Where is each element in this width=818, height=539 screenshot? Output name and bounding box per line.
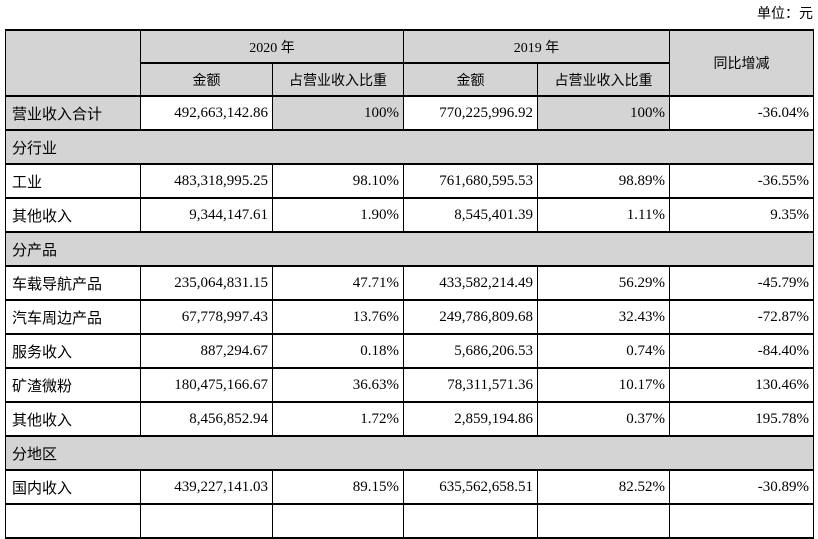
section-label-cell: 分地区 (5, 435, 814, 471)
amount-2020-cell: 67,778,997.43 (140, 299, 273, 335)
unit-label: 单位：元 (757, 7, 813, 22)
yoy-cell: -84.40% (669, 333, 814, 369)
row-label-cell: 矿渣微粉 (5, 367, 141, 403)
proportion-2019-cell: 100% (537, 95, 670, 131)
table-row: 国内收入 439,227,141.03 89.15% 635,562,658.51 82… (5, 469, 814, 505)
corner-blank-cell (5, 29, 141, 97)
table-header: 2020 年 2019 年 同比增减 金额 占营业收入比重 金额 占营业收入比重 (5, 29, 814, 97)
header-row-measures: 金额 占营业收入比重 金额 占营业收入比重 (6, 62, 814, 97)
proportion-2020-cell: 36.63% (272, 367, 404, 403)
yoy-cell: -36.55% (669, 163, 814, 199)
row-label-cell: 服务收入 (5, 333, 141, 369)
amount-2020-cell: 9,344,147.61 (140, 197, 273, 233)
proportion-2019-cell: 0.74% (537, 333, 670, 369)
yoy-cell (669, 503, 814, 539)
section-label-cell: 分行业 (5, 129, 814, 165)
amount-2019-cell: 635,562,658.51 (403, 469, 538, 505)
proportion-2020-cell: 1.90% (272, 197, 404, 233)
amount-2020-cell: 887,294.67 (140, 333, 273, 369)
row-label-cell: 工业 (5, 163, 141, 199)
section-row: 分地区 (5, 435, 814, 471)
proportion-2020-cell: 47.71% (272, 265, 404, 301)
table-row: 工业 483,318,995.25 98.10% 761,680,595.53 98.8… (5, 163, 814, 199)
clipped-next-row (5, 503, 814, 539)
amount-2020-cell: 180,475,166.67 (140, 367, 273, 403)
yoy-cell: -72.87% (669, 299, 814, 335)
proportion-2019-cell (537, 503, 670, 539)
amount-2020-cell: 8,456,852.94 (140, 401, 273, 437)
amount-2020-cell (140, 503, 273, 539)
row-label-cell: 车载导航产品 (5, 265, 141, 301)
amount-2019-cell: 5,686,206.53 (403, 333, 538, 369)
amount-2019-cell: 2,859,194.86 (403, 401, 538, 437)
proportion-2019-cell: 32.43% (537, 299, 670, 335)
proportion-2019-cell: 0.37% (537, 401, 670, 437)
proportion-2020-cell: 1.72% (272, 401, 404, 437)
table-row: 其他收入 8,456,852.94 1.72% 2,859,194.86 0.37% 19… (5, 401, 814, 437)
year-2019-header: 2019 年 (403, 29, 670, 64)
row-label-cell: 营业收入合计 (5, 95, 141, 131)
section-row: 分行业 (5, 129, 814, 165)
amount-2020-cell: 439,227,141.03 (140, 469, 273, 505)
proportion-2019-cell: 1.11% (537, 197, 670, 233)
table-row: 营业收入合计 492,663,142.86 100% 770,225,996.92 10… (5, 95, 814, 131)
amount-2019-cell: 761,680,595.53 (403, 163, 538, 199)
amount-2019-cell: 433,582,214.49 (403, 265, 538, 301)
proportion-2020-cell: 89.15% (272, 469, 404, 505)
yoy-cell: -30.89% (669, 469, 814, 505)
yoy-change-header: 同比增减 (669, 29, 814, 97)
row-label-cell: 汽车周边产品 (5, 299, 141, 335)
section-row: 分产品 (5, 231, 814, 267)
yoy-cell: 130.46% (669, 367, 814, 403)
row-label-cell: 国内收入 (5, 469, 141, 505)
amount-2020-header: 金额 (140, 62, 273, 97)
amount-2019-cell (403, 503, 538, 539)
proportion-2020-cell (272, 503, 404, 539)
table-row: 其他收入 9,344,147.61 1.90% 8,545,401.39 1.11% 9.… (5, 197, 814, 233)
amount-2019-header: 金额 (403, 62, 538, 97)
proportion-2020-cell: 100% (272, 95, 404, 131)
table-body: 营业收入合计 492,663,142.86 100% 770,225,996.92 10… (5, 95, 814, 539)
yoy-cell: 9.35% (669, 197, 814, 233)
yoy-cell: 195.78% (669, 401, 814, 437)
amount-2020-cell: 492,663,142.86 (140, 95, 273, 131)
proportion-2019-cell: 10.17% (537, 367, 670, 403)
proportion-2019-cell: 56.29% (537, 265, 670, 301)
amount-2020-cell: 235,064,831.15 (140, 265, 273, 301)
amount-2020-cell: 483,318,995.25 (140, 163, 273, 199)
row-label-cell: 其他收入 (5, 401, 141, 437)
yoy-cell: -36.04% (669, 95, 814, 131)
table-row: 服务收入 887,294.67 0.18% 5,686,206.53 0.74% -84.… (5, 333, 814, 369)
proportion-2020-header: 占营业收入比重 (272, 62, 404, 97)
amount-2019-cell: 770,225,996.92 (403, 95, 538, 131)
row-label-cell (5, 503, 141, 539)
proportion-2020-cell: 98.10% (272, 163, 404, 199)
table-row: 矿渣微粉 180,475,166.67 36.63% 78,311,571.36 10.… (5, 367, 814, 403)
year-2020-header: 2020 年 (140, 29, 404, 64)
proportion-2020-cell: 0.18% (272, 333, 404, 369)
amount-2019-cell: 8,545,401.39 (403, 197, 538, 233)
proportion-2019-cell: 82.52% (537, 469, 670, 505)
row-label-cell: 其他收入 (5, 197, 141, 233)
amount-2019-cell: 78,311,571.36 (403, 367, 538, 403)
proportion-2020-cell: 13.76% (272, 299, 404, 335)
table-row: 车载导航产品 235,064,831.15 47.71% 433,582,214.49… (5, 265, 814, 301)
table-row: 汽车周边产品 67,778,997.43 13.76% 249,786,809.68 3… (5, 299, 814, 335)
section-label-cell: 分产品 (5, 231, 814, 267)
proportion-2019-cell: 98.89% (537, 163, 670, 199)
proportion-2019-header: 占营业收入比重 (537, 62, 670, 97)
amount-2019-cell: 249,786,809.68 (403, 299, 538, 335)
yoy-cell: -45.79% (669, 265, 814, 301)
revenue-breakdown-table: 2020 年 2019 年 同比增减 金额 占营业收入比重 金额 占营业收入比重… (5, 29, 814, 539)
header-row-years: 2020 年 2019 年 同比增减 (5, 29, 814, 97)
